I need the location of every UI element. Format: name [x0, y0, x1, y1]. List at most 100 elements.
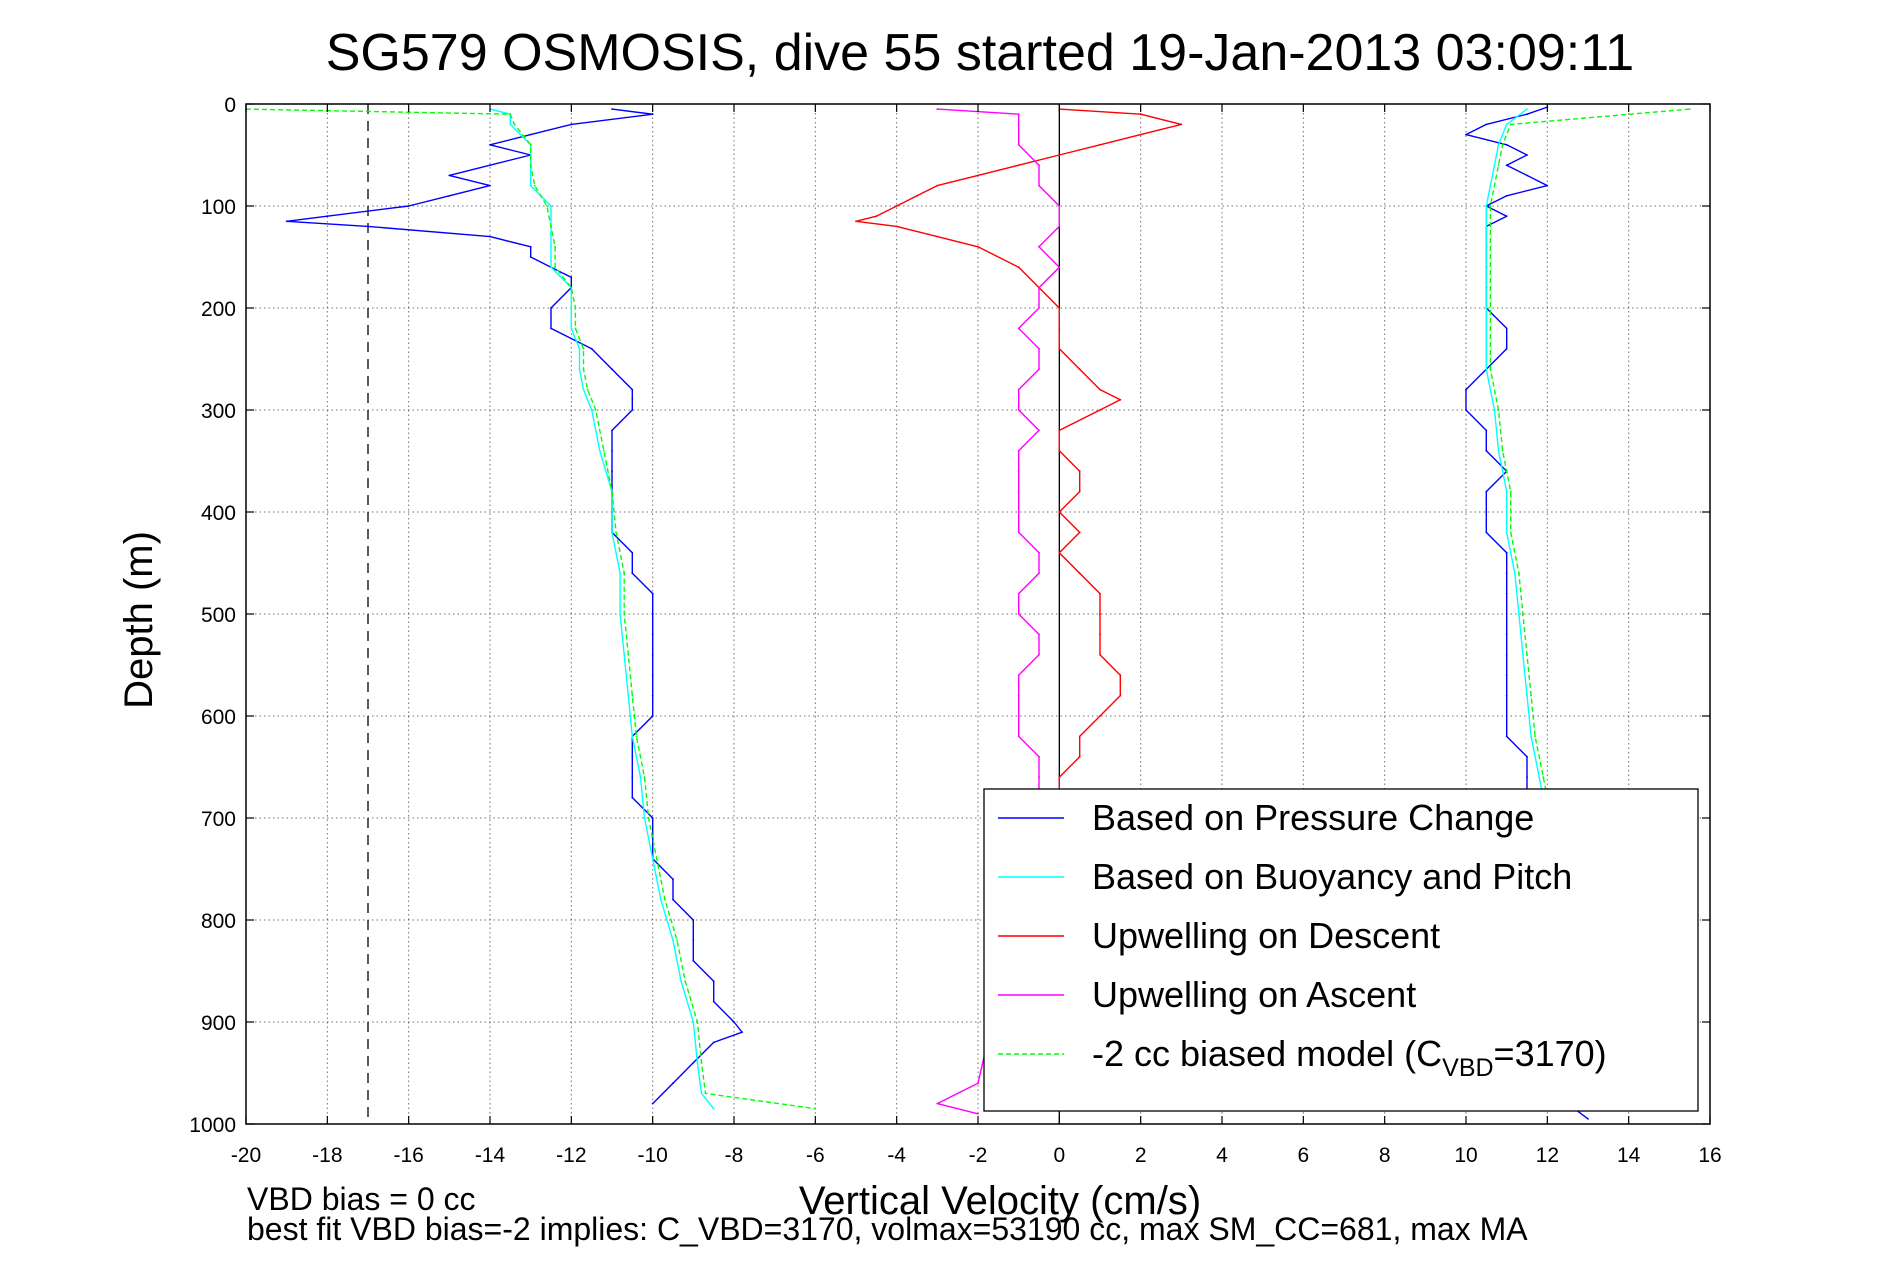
series-point-2: [1058, 776, 1061, 779]
series-point-3: [1038, 307, 1040, 309]
series-point-3: [977, 1082, 979, 1085]
x-tick-label: 12: [1536, 1144, 1559, 1167]
series-point-0: [448, 194, 451, 197]
series-point-0: [651, 613, 654, 615]
series-point-4: [594, 409, 597, 411]
series-point-0: [326, 215, 329, 218]
series-point-0: [631, 572, 634, 575]
series-point-4: [1509, 531, 1512, 534]
series-point-0: [1505, 164, 1508, 167]
x-tick-label: 0: [1053, 1144, 1065, 1167]
series-point-2: [1058, 154, 1061, 156]
series-point-0: [672, 1082, 674, 1085]
series-point-4: [586, 388, 589, 391]
series-point-2: [1058, 327, 1061, 330]
series-point-0: [741, 1031, 744, 1034]
series-point-4: [1489, 368, 1492, 371]
series-point-0: [692, 959, 695, 962]
series-point-1: [1526, 694, 1528, 697]
series-point-0: [550, 307, 552, 309]
series-point-4: [611, 490, 613, 493]
series-point-3: [1038, 776, 1040, 779]
series-point-2: [1017, 164, 1020, 167]
series-point-3: [1017, 327, 1020, 330]
series-point-1: [627, 694, 630, 697]
series-point-0: [1485, 490, 1488, 493]
series-point-1: [700, 1092, 703, 1095]
series-point-1: [578, 368, 581, 371]
series-point-3: [1017, 674, 1020, 677]
series-point-1: [1517, 613, 1520, 615]
x-tick-label: 14: [1617, 1144, 1641, 1167]
series-point-0: [672, 878, 674, 881]
series-point-4: [676, 939, 678, 942]
series-point-0: [1465, 409, 1467, 411]
series-point-4: [1497, 164, 1500, 167]
series-point-3: [1058, 225, 1061, 228]
series-point-4: [1522, 613, 1524, 615]
x-tick-label: 2: [1135, 1144, 1147, 1167]
y-tick-label: 400: [201, 502, 236, 525]
series-point-2: [1058, 551, 1061, 554]
series-point-2: [1078, 490, 1081, 493]
series-point-3: [1017, 511, 1020, 513]
series-point-0: [529, 133, 532, 136]
series-point-0: [631, 409, 634, 411]
series-point-0: [651, 633, 654, 636]
series-point-0: [611, 449, 613, 452]
series-point-1: [1485, 205, 1488, 207]
series-point-0: [1526, 154, 1528, 156]
series-point-0: [1526, 755, 1528, 758]
series-point-2: [1099, 633, 1101, 636]
series-point-4: [631, 694, 634, 697]
series-point-1: [1505, 531, 1508, 534]
series-point-1: [550, 245, 552, 248]
series-point-0: [611, 470, 613, 473]
series-point-3: [936, 1102, 939, 1105]
series-point-2: [1078, 735, 1081, 738]
series-point-0: [1526, 776, 1528, 779]
series-point-1: [1513, 572, 1516, 575]
series-point-0: [692, 1061, 695, 1064]
series-point-0: [1505, 653, 1508, 656]
series-point-0: [285, 220, 288, 223]
series-point-4: [570, 286, 573, 289]
y-tick-label: 600: [201, 706, 236, 729]
series-point-1: [578, 347, 581, 350]
series-point-2: [1099, 592, 1101, 595]
series-point-1: [1485, 327, 1488, 330]
series-point-0: [1505, 633, 1508, 636]
series-point-2: [1058, 347, 1061, 350]
series-point-1: [550, 266, 552, 269]
series-layer: [245, 106, 1691, 1120]
series-line-0: [286, 108, 743, 1105]
series-point-0: [1505, 735, 1508, 738]
series-point-1: [1526, 108, 1528, 110]
series-point-4: [1489, 245, 1492, 248]
series-point-3: [1038, 368, 1040, 371]
series-point-3: [1017, 449, 1020, 452]
series-point-2: [1017, 266, 1020, 269]
series-point-2: [1078, 755, 1081, 758]
series-point-0: [651, 715, 654, 717]
series-point-4: [546, 205, 548, 207]
series-point-0: [1505, 194, 1508, 197]
series-point-1: [529, 184, 532, 187]
series-point-1: [1497, 143, 1500, 146]
y-tick-label: 100: [201, 196, 236, 219]
series-point-3: [1038, 429, 1040, 432]
series-point-4: [1501, 143, 1504, 146]
series-point-3: [956, 1092, 959, 1095]
series-point-3: [1038, 184, 1040, 187]
series-point-1: [1493, 164, 1496, 167]
series-point-4: [635, 735, 638, 738]
series-point-4: [1509, 123, 1512, 126]
series-point-1: [570, 327, 573, 330]
y-tick-label: 900: [201, 1012, 236, 1035]
series-point-4: [1501, 449, 1504, 452]
x-tick-label: -2: [969, 1144, 988, 1167]
series-point-4: [554, 266, 556, 269]
series-point-0: [611, 108, 613, 110]
series-point-0: [1505, 592, 1508, 595]
series-point-4: [554, 245, 556, 248]
